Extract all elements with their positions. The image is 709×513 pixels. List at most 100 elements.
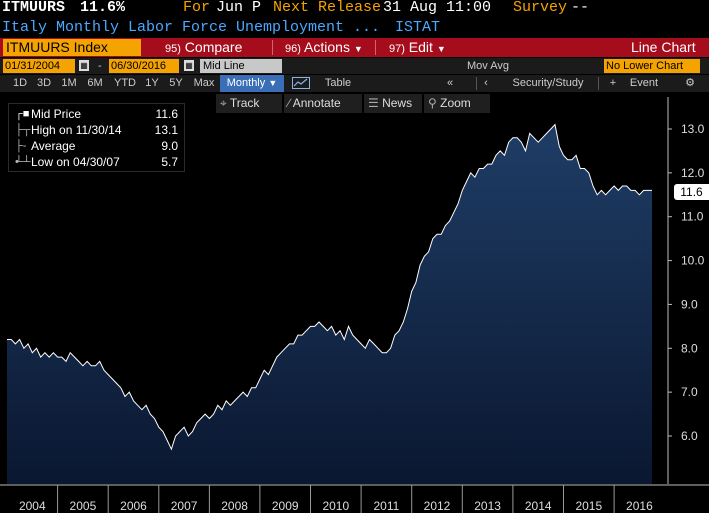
x-tick-label: 2005 [70, 499, 97, 513]
red-toolbar: ITMUURS Index 95) Compare 96) Actions ▼ … [0, 38, 709, 57]
y-tick-label: 7.0 [681, 385, 698, 399]
survey-value: -- [571, 0, 590, 16]
header-line: ITMUURS 11.6% For Jun P Next Release 31 … [0, 0, 709, 17]
caret-down-icon: ▼ [268, 78, 278, 88]
x-tick-label: 2009 [272, 499, 299, 513]
date-range-bar: 01/31/2004 ▦ - 06/30/2016 ▦ Mid Line Mov… [0, 58, 709, 74]
series-line [7, 123, 652, 451]
line-chart-icon[interactable] [288, 75, 314, 92]
calendar-icon[interactable]: ▦ [184, 60, 194, 71]
legend-row-high: ├┬ High on 11/30/14 13.1 [13, 122, 184, 138]
frequency-text: Monthly [226, 77, 266, 89]
x-tick-label: 2010 [322, 499, 349, 513]
study-text: Mid Line [203, 60, 245, 72]
news-label: News [382, 96, 413, 110]
period-ytd[interactable]: YTD [114, 77, 136, 89]
track-button[interactable]: ⌖ Track [216, 94, 282, 113]
zoom-label: Zoom [440, 96, 471, 110]
x-tick-label: 2007 [171, 499, 198, 513]
news-icon: ☰ [368, 96, 383, 110]
date-dash: - [98, 60, 102, 72]
chevron-left-icon[interactable]: ‹ [484, 77, 488, 89]
compare-num: 95) [165, 43, 181, 55]
chart-type-label: Line Chart [631, 39, 696, 55]
event-plus-icon[interactable]: + [609, 77, 617, 89]
y-tick-label: 13.0 [681, 122, 705, 136]
period-5y[interactable]: 5Y [169, 77, 183, 89]
lower-chart-text: No Lower Chart [606, 60, 684, 72]
start-date-field[interactable]: 01/31/2004 [3, 59, 75, 73]
x-tick-label: 2016 [626, 499, 653, 513]
period-max[interactable]: Max [193, 77, 215, 89]
caret-down-icon: ▼ [436, 44, 446, 54]
security-field[interactable]: ITMUURS Index [3, 39, 141, 56]
calendar-icon[interactable]: ▦ [79, 60, 89, 71]
low-marker-icon: └┴ [15, 156, 31, 168]
edit-button[interactable]: 97) Edit ▼ [389, 38, 446, 57]
magnifier-icon: ⚲ [428, 96, 441, 110]
y-axis: 6.0 7.0 8.0 9.0 10.0 11.0 12.0 13.0 [667, 97, 705, 484]
chart-legend[interactable]: ┌■ Mid Price 11.6 ├┬ High on 11/30/14 13… [8, 103, 185, 172]
legend-row-mid: ┌■ Mid Price 11.6 [13, 106, 184, 122]
average-marker-icon: ├-• [15, 140, 27, 168]
divider [598, 77, 599, 90]
actions-label: Actions [304, 39, 350, 55]
annotate-button[interactable]: ∕ Annotate [284, 94, 362, 113]
y-tick-label: 11.0 [681, 210, 704, 224]
divider [375, 40, 376, 55]
actions-num: 96) [285, 43, 301, 55]
x-axis: 2004 2005 2006 2007 2008 2009 2010 2011 2012 2013… [0, 484, 709, 513]
legend-row-low: └┴ Low on 04/30/07 5.7 [13, 154, 184, 170]
annotate-label: Annotate [292, 96, 341, 110]
pencil-icon: ∕ [288, 96, 293, 110]
period-1m[interactable]: 1M [61, 77, 77, 89]
compare-label: Compare [184, 39, 243, 55]
compare-button[interactable]: 95) Compare [165, 38, 242, 57]
end-date-field[interactable]: 06/30/2016 [109, 59, 179, 73]
x-tick-label: 2012 [424, 499, 451, 513]
legend-mid-value: 11.6 [155, 107, 178, 121]
x-tick-label: 2014 [525, 499, 552, 513]
frequency-select[interactable]: Monthly ▼ [220, 75, 284, 92]
table-button[interactable]: Table [324, 77, 352, 89]
series-area [7, 124, 652, 484]
x-tick-label: 2015 [575, 499, 602, 513]
study-select[interactable]: Mid Line [200, 59, 282, 73]
legend-row-average: ├-• Average 9.0 [13, 138, 184, 168]
period-1y[interactable]: 1Y [145, 77, 159, 89]
high-marker-icon: ├┬ [15, 124, 31, 136]
security-study-button[interactable]: Security/Study [512, 77, 584, 89]
y-tick-label: 6.0 [681, 429, 698, 443]
gear-icon[interactable]: ⚙ [685, 77, 695, 89]
x-tick-label: 2004 [19, 499, 46, 513]
period-1d[interactable]: 1D [12, 77, 28, 89]
news-button[interactable]: ☰ News [364, 94, 422, 113]
legend-high-value: 13.1 [154, 123, 178, 137]
last-value: 11.6% [80, 0, 126, 16]
for-label: For [183, 0, 211, 16]
period-6m[interactable]: 6M [87, 77, 103, 89]
security-field-text: ITMUURS Index [6, 39, 108, 55]
legend-high-label: High on 11/30/14 [31, 123, 122, 137]
event-button[interactable]: Event [629, 77, 659, 89]
unemployment-chart[interactable]: 6.07.08.09.010.011.012.013.0 2004 2005 200… [0, 92, 709, 513]
mov-avg-label[interactable]: Mov Avg [467, 60, 509, 72]
x-tick-label: 2011 [373, 499, 399, 513]
end-date-text: 06/30/2016 [111, 60, 167, 72]
x-tick-label: 2008 [221, 499, 248, 513]
zoom-button[interactable]: ⚲ Zoom [424, 94, 490, 113]
edit-label: Edit [408, 39, 433, 55]
survey-label: Survey [513, 0, 568, 16]
data-source: ISTAT [395, 19, 441, 36]
chevrons-left-icon[interactable]: « [446, 77, 454, 89]
x-tick-label: 2006 [120, 499, 147, 513]
y-tick-label: 10.0 [681, 254, 705, 268]
period-3d[interactable]: 3D [36, 77, 52, 89]
divider [476, 77, 477, 90]
lower-chart-select[interactable]: No Lower Chart [604, 59, 700, 73]
next-release-date: 31 Aug 11:00 [383, 0, 492, 16]
legend-average-value: 9.0 [161, 139, 178, 153]
y-tick-label: 9.0 [681, 297, 698, 311]
chart-type-button[interactable]: Line Chart [631, 38, 696, 57]
actions-button[interactable]: 96) Actions ▼ [285, 38, 363, 57]
